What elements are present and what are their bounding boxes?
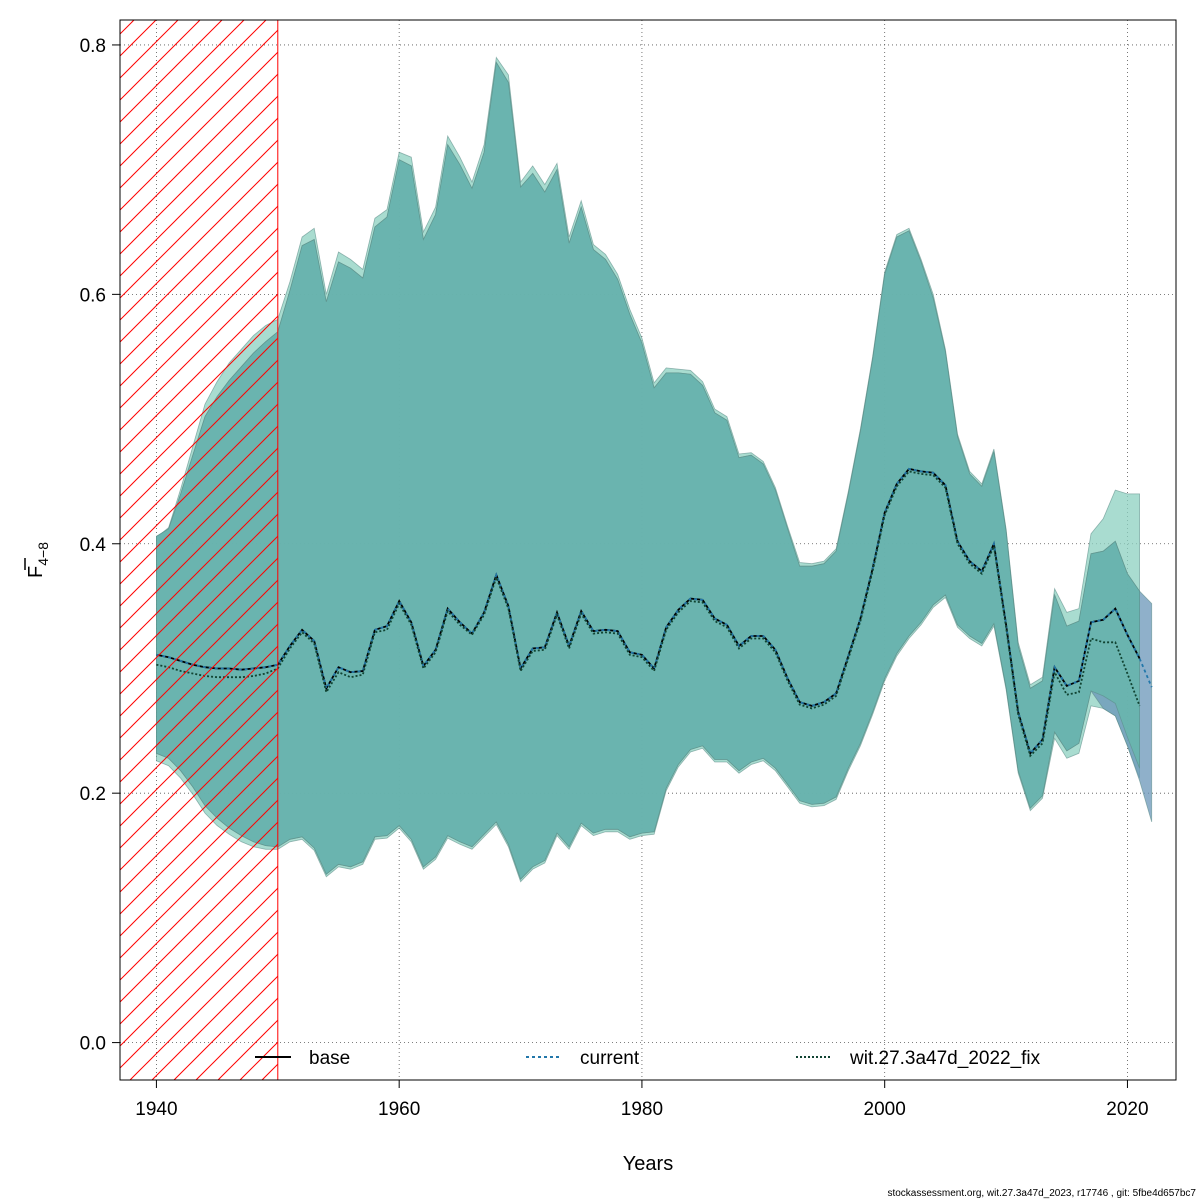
confidence-bands: [156, 56, 1153, 883]
legend-label-1: base: [309, 1048, 350, 1069]
y-tick-label: 0.4: [80, 535, 107, 556]
y-axis: 0.0 0.2 0.4 0.6 0.8: [80, 36, 120, 1055]
y-tick-label: 0.6: [80, 285, 106, 306]
series-line-3: [156, 470, 1141, 758]
legend-label-3: wit.27.3a47d_2022_fix: [849, 1048, 1041, 1069]
footnote: stockassessment.org, wit.27.3a47d_2023, …: [887, 1188, 1196, 1199]
x-tick-label: 1980: [621, 1099, 663, 1120]
y-axis-title: F4−8: [24, 542, 51, 578]
legend-label-2: current: [580, 1048, 640, 1069]
shaded-region: [119, 19, 279, 1081]
y-tick-label: 0.8: [80, 36, 106, 57]
series-lines: [156, 467, 1153, 758]
x-tick-label: 2020: [1106, 1099, 1148, 1120]
x-axis: 1940 1960 1980 2000 2020: [135, 1080, 1149, 1120]
x-axis-title: Years: [623, 1153, 673, 1175]
y-tick-label: 0.0: [80, 1034, 106, 1055]
x-tick-label: 1940: [135, 1099, 177, 1120]
legend: base current wit.27.3a47d_2022_fix: [255, 1048, 1041, 1069]
y-axis-title-main: F: [25, 566, 47, 578]
x-tick-label: 1960: [378, 1099, 420, 1120]
shaded-region-rect: [119, 19, 279, 1081]
y-axis-title-sub: 4−8: [35, 542, 51, 566]
confidence-band-1: [156, 61, 1140, 880]
plot-frame: [119, 19, 1177, 1081]
svg-text:F4−8: F4−8: [25, 542, 51, 578]
y-tick-label: 0.2: [80, 784, 106, 805]
x-tick-label: 2000: [864, 1099, 906, 1120]
